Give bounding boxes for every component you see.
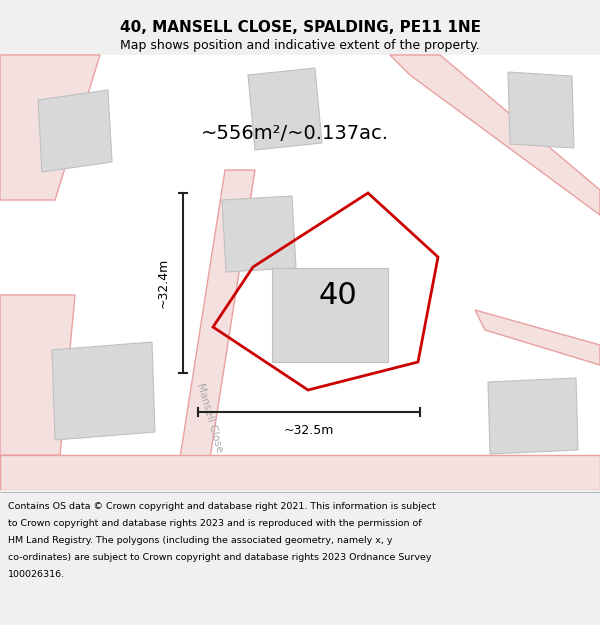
Text: ~32.4m: ~32.4m [157, 258, 170, 308]
Text: 40, MANSELL CLOSE, SPALDING, PE11 1NE: 40, MANSELL CLOSE, SPALDING, PE11 1NE [119, 21, 481, 36]
Polygon shape [475, 310, 600, 365]
Text: 100026316.: 100026316. [8, 570, 65, 579]
Polygon shape [52, 342, 155, 440]
Polygon shape [0, 455, 600, 490]
Text: Mansell Close: Mansell Close [196, 382, 224, 454]
Text: ~32.5m: ~32.5m [284, 424, 334, 436]
Polygon shape [488, 378, 578, 454]
Polygon shape [272, 268, 388, 362]
Text: ~556m²/~0.137ac.: ~556m²/~0.137ac. [201, 124, 389, 142]
Polygon shape [38, 90, 112, 172]
Polygon shape [248, 68, 322, 150]
Polygon shape [0, 295, 75, 455]
Text: co-ordinates) are subject to Crown copyright and database rights 2023 Ordnance S: co-ordinates) are subject to Crown copyr… [8, 553, 431, 562]
Text: HM Land Registry. The polygons (including the associated geometry, namely x, y: HM Land Registry. The polygons (includin… [8, 536, 392, 545]
Polygon shape [175, 170, 255, 490]
Text: to Crown copyright and database rights 2023 and is reproduced with the permissio: to Crown copyright and database rights 2… [8, 519, 422, 528]
Polygon shape [390, 55, 600, 215]
Text: 40: 40 [319, 281, 358, 309]
Text: Map shows position and indicative extent of the property.: Map shows position and indicative extent… [120, 39, 480, 51]
Polygon shape [222, 196, 296, 272]
Text: Contains OS data © Crown copyright and database right 2021. This information is : Contains OS data © Crown copyright and d… [8, 502, 436, 511]
Bar [0, 55, 600, 490]
Polygon shape [508, 72, 574, 148]
Polygon shape [0, 55, 100, 200]
